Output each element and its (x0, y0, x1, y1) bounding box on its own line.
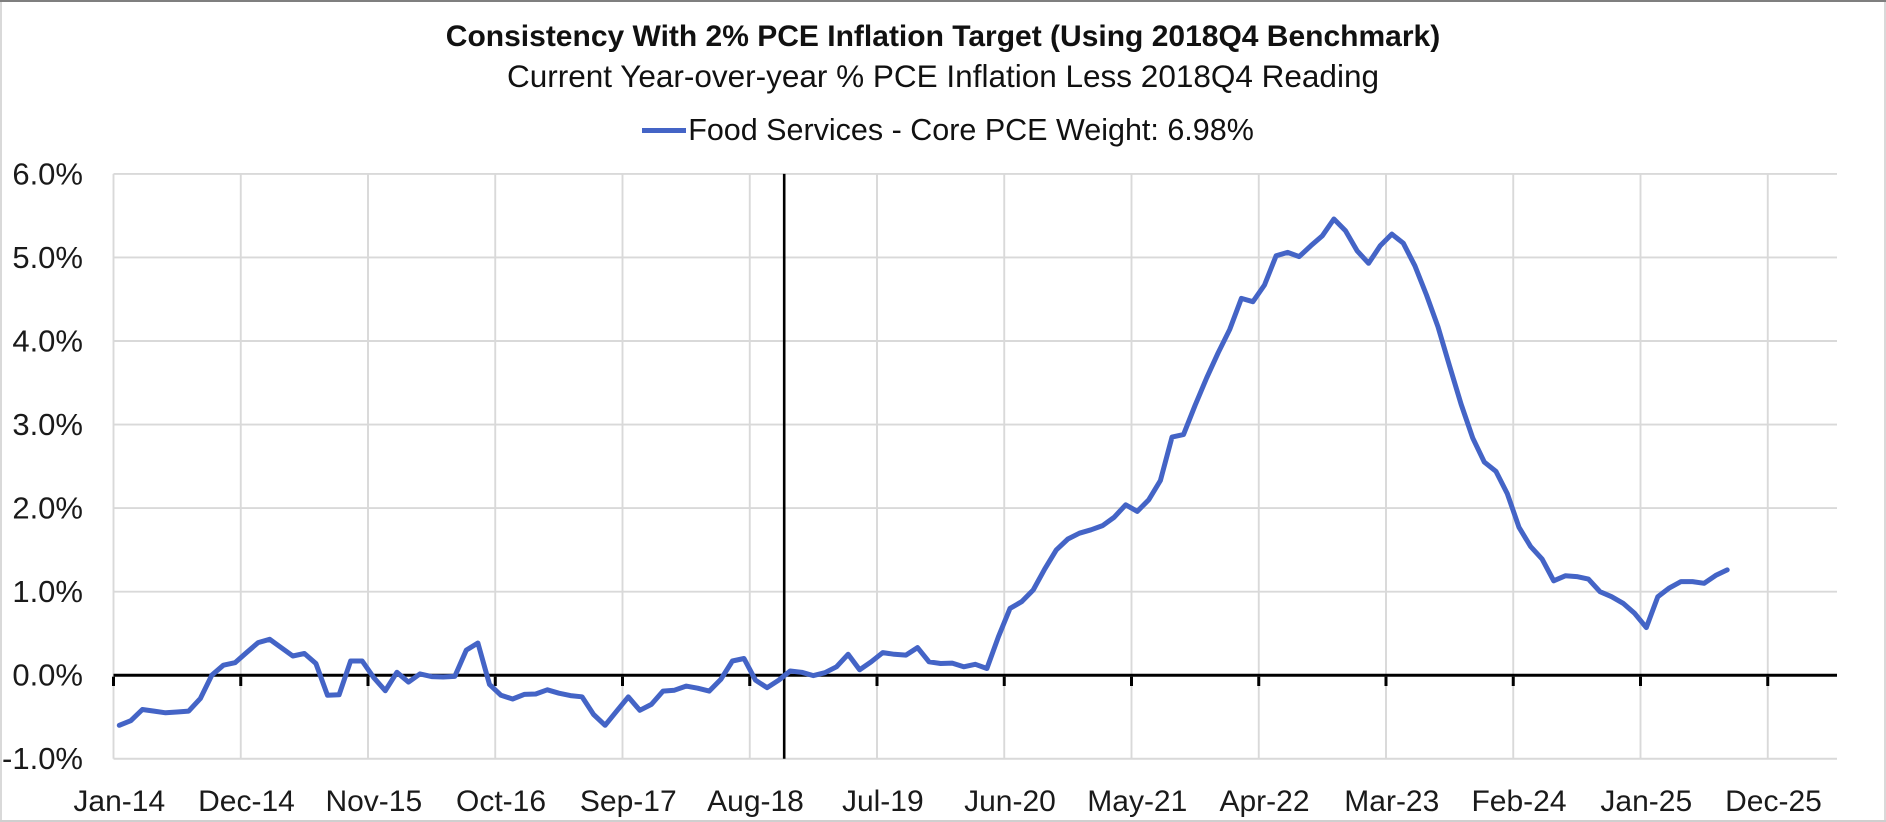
svg-text:Dec-25: Dec-25 (1725, 785, 1822, 818)
svg-text:May-21: May-21 (1087, 785, 1187, 818)
svg-text:Oct-16: Oct-16 (456, 785, 546, 818)
svg-text:Apr-22: Apr-22 (1219, 785, 1309, 818)
svg-text:4.0%: 4.0% (12, 324, 83, 359)
svg-text:0.0%: 0.0% (12, 658, 83, 693)
svg-text:5.0%: 5.0% (12, 240, 83, 275)
svg-text:-1.0%: -1.0% (2, 741, 83, 776)
svg-text:Sep-17: Sep-17 (580, 785, 677, 818)
svg-text:Aug-18: Aug-18 (707, 785, 804, 818)
svg-text:Nov-15: Nov-15 (325, 785, 422, 818)
svg-text:3.0%: 3.0% (12, 407, 83, 442)
svg-text:1.0%: 1.0% (12, 574, 83, 609)
svg-text:Dec-14: Dec-14 (198, 785, 295, 818)
svg-text:Jun-20: Jun-20 (964, 785, 1056, 818)
svg-text:Jul-19: Jul-19 (842, 785, 924, 818)
svg-text:Jan-25: Jan-25 (1600, 785, 1692, 818)
svg-text:2.0%: 2.0% (12, 491, 83, 526)
svg-text:Jan-14: Jan-14 (73, 785, 165, 818)
svg-text:Mar-23: Mar-23 (1344, 785, 1439, 818)
svg-text:6.0%: 6.0% (12, 156, 83, 191)
svg-text:Feb-24: Feb-24 (1471, 785, 1566, 818)
